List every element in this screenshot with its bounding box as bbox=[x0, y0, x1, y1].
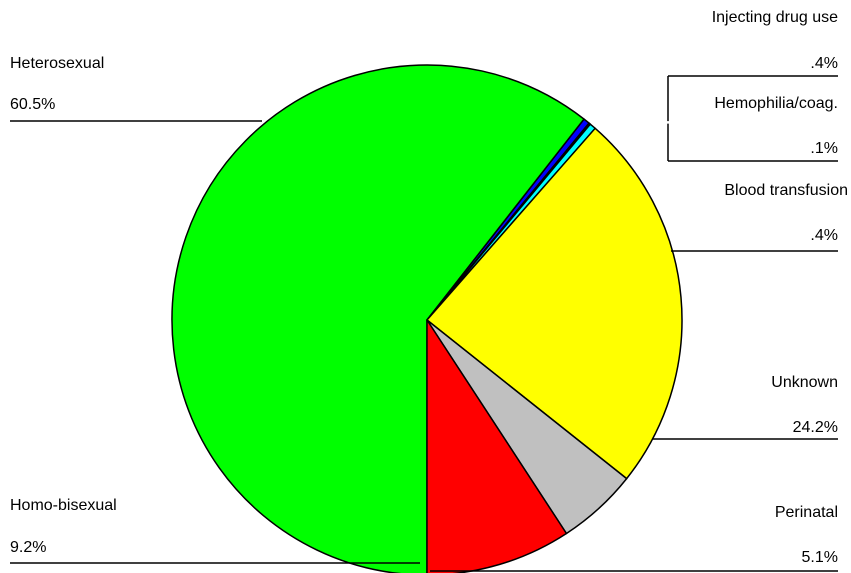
slice-value-unknown: 24.2% bbox=[793, 419, 838, 436]
slice-label-unknown: Unknown bbox=[771, 374, 838, 391]
pie-slice-heterosexual bbox=[171, 64, 585, 573]
slice-value-perinatal: 5.1% bbox=[802, 549, 838, 566]
slice-label-homo-bisexual: Homo-bisexual bbox=[10, 497, 117, 514]
slice-value-injecting-drug-use: .4% bbox=[810, 55, 838, 72]
slice-label-blood-transfusion: Blood transfusion bbox=[724, 182, 848, 199]
slice-labels: Heterosexual 60.5% Injecting drug use .4% He… bbox=[10, 9, 848, 566]
pie-slices bbox=[171, 64, 683, 573]
slice-label-injecting-drug-use: Injecting drug use bbox=[712, 9, 838, 26]
slice-value-homo-bisexual: 9.2% bbox=[10, 539, 46, 556]
slice-value-heterosexual: 60.5% bbox=[10, 96, 55, 113]
slice-label-heterosexual: Heterosexual bbox=[10, 55, 104, 72]
slice-label-hemophilia-coag: Hemophilia/coag. bbox=[714, 95, 838, 112]
pie-slice-homo-bisexual bbox=[426, 319, 568, 573]
slice-value-hemophilia-coag: .1% bbox=[810, 140, 838, 157]
slice-value-blood-transfusion: .4% bbox=[810, 227, 838, 244]
leader-lines bbox=[10, 75, 838, 572]
slice-label-perinatal: Perinatal bbox=[775, 504, 838, 521]
